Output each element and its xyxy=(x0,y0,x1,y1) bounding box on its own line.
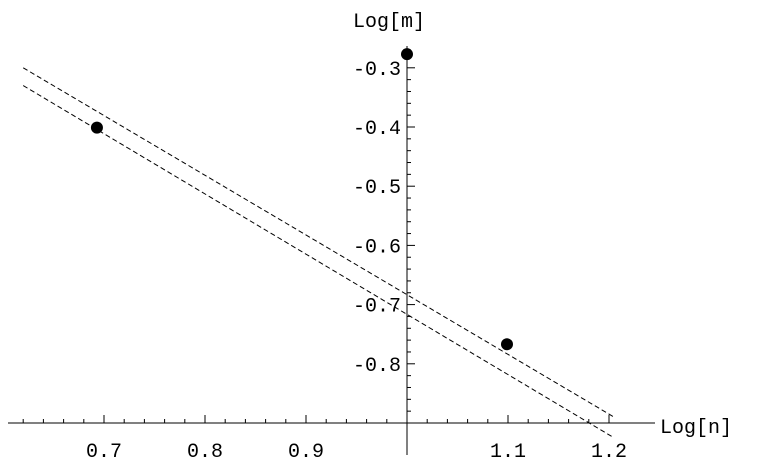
y-axis-label: Log[m] xyxy=(353,11,425,34)
y-tick-label: -0.7 xyxy=(353,296,401,319)
data-point xyxy=(401,48,413,61)
data-point xyxy=(500,338,513,351)
x-axis-label: Log[n] xyxy=(660,417,732,440)
data-points xyxy=(90,48,513,351)
fit-lines xyxy=(22,67,615,439)
axes xyxy=(8,46,655,455)
data-point xyxy=(90,121,103,134)
x-tick-label: 0.8 xyxy=(187,441,223,461)
x-tick-label: 0.7 xyxy=(86,441,122,461)
y-tick-label: -0.3 xyxy=(353,59,401,82)
y-tick-label: -0.6 xyxy=(353,236,401,259)
y-tick-label: -0.4 xyxy=(353,118,401,141)
ticks: 0.7 0.8 0.9 1.1 1.2 -0.3 -0.4 -0.5 -0.6 -0.7 -0.8 xyxy=(22,59,627,461)
dashed-fit-line xyxy=(22,85,615,439)
dashed-fit-line xyxy=(22,67,615,418)
x-tick-label: 1.2 xyxy=(591,441,627,461)
x-tick-label: 0.9 xyxy=(288,441,324,461)
x-tick-label: 1.1 xyxy=(490,441,526,461)
y-tick-label: -0.8 xyxy=(353,355,401,378)
y-tick-label: -0.5 xyxy=(353,177,401,200)
